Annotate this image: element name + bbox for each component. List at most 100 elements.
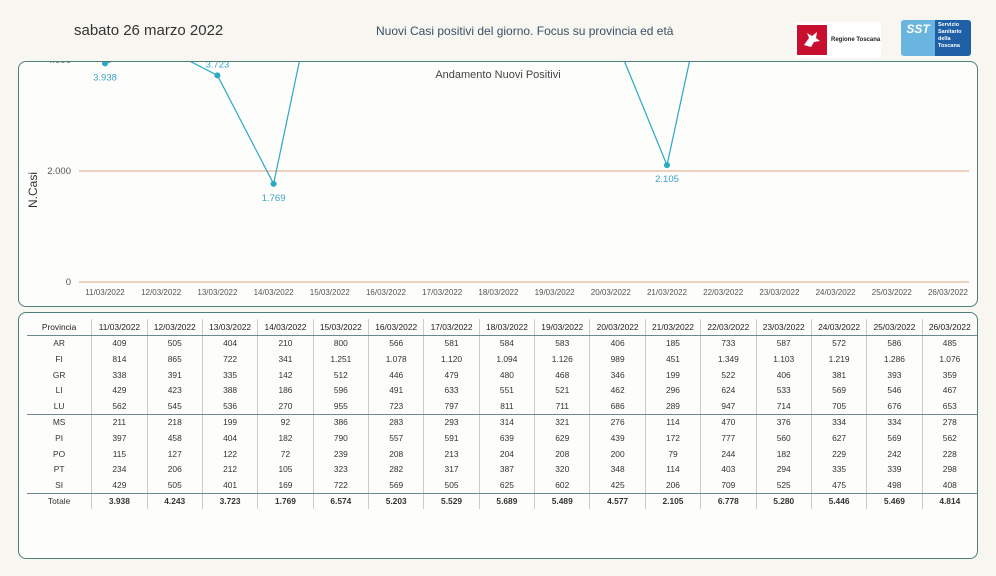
value-cell: 521: [534, 382, 590, 398]
value-cell: 491: [367, 382, 424, 398]
value-cell: 562: [91, 397, 148, 415]
province-cell: MS: [52, 417, 66, 428]
table-row: PI 397 458 404 182 790 557 591 639 629 439 172 777 56…: [27, 430, 977, 446]
table-row: LU 562 545 536 270 955 723 797 811 711 686 289 947 71…: [27, 397, 977, 415]
table-row: FI 814 865 722 341 1.251 1.078 1.120 1.094 1.126 9…: [27, 351, 977, 367]
value-cell: 335: [201, 366, 258, 383]
value-cell: 545: [146, 397, 203, 415]
value-cell: 234: [91, 461, 148, 477]
total-cell: 1.769: [257, 492, 314, 510]
x-tick-label: 21/03/2022: [647, 288, 688, 297]
value-cell: 317: [423, 461, 480, 477]
sst-mark: SST: [901, 20, 935, 56]
province-cell: PI: [55, 432, 64, 443]
table-row: AR 409 505 404 210 800 566 581 584 583 406 185 733 58…: [27, 335, 977, 352]
value-cell: 182: [257, 430, 314, 446]
value-cell: 536: [201, 397, 258, 415]
value-cell: 406: [589, 335, 646, 352]
total-cell: 4.814: [921, 492, 977, 510]
sst-text: Servizio Sanitario della Toscana: [935, 20, 971, 56]
value-cell: 522: [700, 366, 757, 383]
value-cell: 551: [478, 382, 535, 398]
province-cell: SI: [27, 476, 92, 494]
value-cell: 386: [312, 414, 369, 431]
value-cell: 323: [312, 461, 369, 477]
value-cell: 404: [201, 430, 258, 446]
province-cell: LU: [27, 397, 92, 415]
x-tick-label: 25/03/2022: [872, 288, 913, 297]
value-cell: 569: [367, 476, 424, 494]
value-cell: 388: [201, 382, 258, 398]
value-cell: 1.120: [423, 351, 480, 367]
value-cell: 512: [312, 366, 369, 383]
value-cell: 814: [91, 351, 148, 367]
value-cell: 676: [866, 397, 923, 415]
sst-logo: SST Servizio Sanitario della Toscana: [901, 20, 971, 56]
report-title: Nuovi Casi positivi del giorno. Focus su…: [376, 24, 674, 38]
value-cell: 334: [866, 414, 923, 431]
value-cell: 596: [312, 382, 369, 398]
value-cell: 206: [644, 476, 701, 494]
table-row: SI 429 505 401 169 722 569 505 625 602 425 206 709 52…: [27, 476, 977, 494]
value-cell: 244: [700, 445, 757, 462]
table-header-date: 16/03/2022: [367, 319, 424, 336]
value-cell: 1.076: [921, 351, 977, 367]
value-cell: 790: [312, 430, 369, 446]
table-header-date: 13/03/2022: [201, 319, 258, 336]
value-cell: 72: [257, 445, 314, 462]
value-cell: 586: [866, 335, 923, 352]
value-cell: 293: [423, 414, 480, 431]
value-cell: 298: [921, 461, 977, 477]
table-row: PT 234 206 212 105 323 282 317 387 320 348 114 403 29…: [27, 461, 977, 477]
table-header-date: 17/03/2022: [423, 319, 480, 336]
data-label: 1.769: [262, 193, 286, 204]
total-cell: 5.446: [810, 492, 867, 510]
total-cell: 5.489: [534, 492, 590, 510]
report-date: sabato 26 marzo 2022: [74, 22, 224, 39]
value-cell: 185: [644, 335, 701, 352]
value-cell: 387: [478, 461, 535, 477]
value-cell: 393: [866, 366, 923, 383]
value-cell: 569: [866, 430, 923, 446]
value-cell: 711: [534, 397, 590, 415]
value-cell: 92: [257, 414, 314, 431]
province-table: Provincia 11/03/2022 12/03/2022 13/03/2022 1…: [27, 319, 977, 510]
total-cell: 5.280: [755, 492, 812, 510]
table-header-date: 12/03/2022: [146, 319, 203, 336]
total-cell: 6.778: [700, 492, 757, 510]
value-cell: 348: [589, 461, 646, 477]
value-cell: 429: [91, 382, 148, 398]
value-cell: 242: [866, 445, 923, 462]
value-cell: 446: [367, 366, 424, 383]
value-cell: 639: [478, 430, 535, 446]
value-cell: 391: [146, 366, 203, 383]
value-cell: 213: [423, 445, 480, 462]
value-cell: 200: [589, 445, 646, 462]
value-cell: 211: [91, 414, 148, 431]
table-row: MS 211 218 199 92 386 283 293 314 321 276 114 470 376…: [27, 414, 977, 431]
data-point: [214, 72, 221, 79]
value-cell: 105: [257, 461, 314, 477]
table-header-date: 25/03/2022: [866, 319, 923, 336]
value-cell: 458: [146, 430, 203, 446]
y-tick-label: 4.000: [47, 62, 71, 66]
x-tick-label: 24/03/2022: [816, 288, 857, 297]
data-label: 3.938: [93, 72, 117, 83]
x-tick-label: 13/03/2022: [197, 288, 238, 297]
value-cell: 485: [921, 335, 977, 352]
value-cell: 270: [257, 397, 314, 415]
value-cell: 359: [921, 366, 977, 383]
value-cell: 560: [755, 430, 812, 446]
y-tick-label: 2.000: [47, 166, 71, 177]
total-cell: 2.105: [644, 492, 701, 510]
x-tick-label: 16/03/2022: [366, 288, 407, 297]
value-cell: 276: [589, 414, 646, 431]
value-cell: 653: [921, 397, 977, 415]
value-cell: 341: [257, 351, 314, 367]
value-cell: 278: [921, 414, 977, 431]
table-header-date: 21/03/2022: [644, 319, 701, 336]
value-cell: 546: [866, 382, 923, 398]
value-cell: 115: [91, 445, 148, 462]
table-header-provincia: Provincia: [27, 319, 92, 336]
value-cell: 338: [91, 366, 148, 383]
